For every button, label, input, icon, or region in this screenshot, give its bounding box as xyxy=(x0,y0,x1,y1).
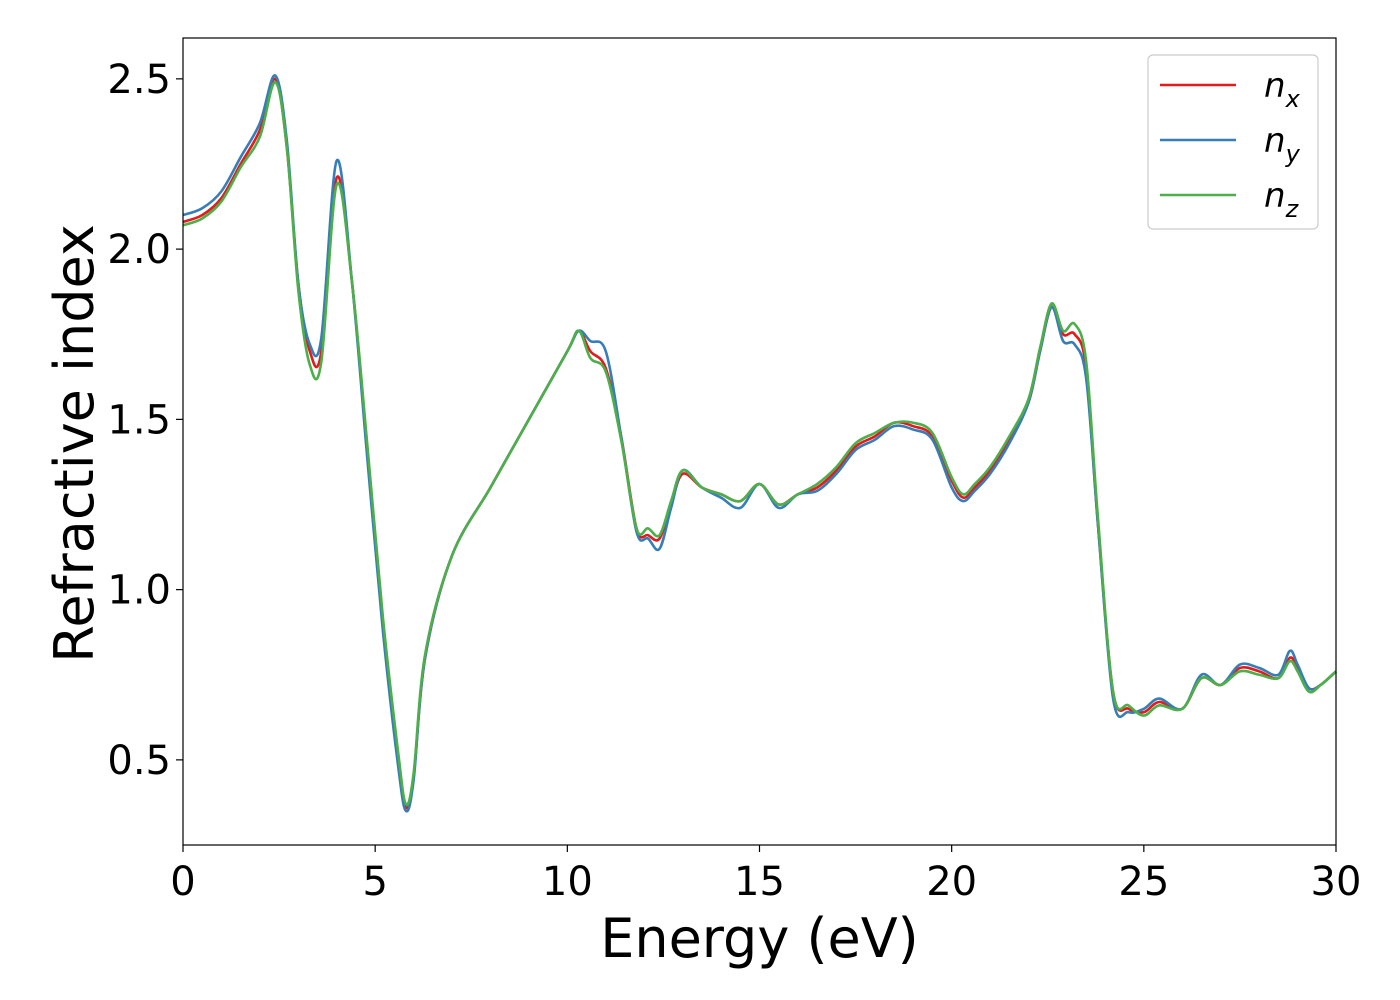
legend-label-base: n xyxy=(1264,176,1286,216)
x-tick-label: 5 xyxy=(362,859,387,905)
legend-box xyxy=(1147,54,1319,230)
x-axis: 0 5 10 15 20 25 30 xyxy=(170,845,1361,905)
series-line-z xyxy=(182,80,1337,807)
legend-label-subscript: y xyxy=(1285,140,1301,168)
legend-label-y: ny xyxy=(1264,121,1301,168)
y-tick-label: 2.0 xyxy=(107,227,171,273)
legend-label-base: n xyxy=(1264,121,1286,161)
legend-label-subscript: z xyxy=(1285,195,1300,223)
y-tick-label: 2.5 xyxy=(107,57,171,103)
y-tick-label: 1.5 xyxy=(107,397,171,443)
x-tick-label: 25 xyxy=(1118,859,1169,905)
legend-label-subscript: x xyxy=(1285,85,1301,113)
legend-label-x: nx xyxy=(1264,66,1301,113)
y-tick-label: 0.5 xyxy=(107,738,171,784)
x-axis-title: Energy (eV) xyxy=(600,907,919,970)
y-axis: 0.5 1.0 1.5 2.0 2.5 xyxy=(107,57,183,784)
x-tick-label: 20 xyxy=(926,859,977,905)
x-tick-label: 30 xyxy=(1311,859,1362,905)
legend-label-z: nz xyxy=(1264,176,1300,223)
y-tick-label: 1.0 xyxy=(107,568,171,614)
series-layer xyxy=(182,74,1337,813)
legend-label-base: n xyxy=(1264,66,1286,106)
y-axis-title: Refractive index xyxy=(43,224,106,663)
x-tick-label: 0 xyxy=(170,859,195,905)
x-tick-label: 10 xyxy=(542,859,593,905)
x-tick-label: 15 xyxy=(734,859,785,905)
